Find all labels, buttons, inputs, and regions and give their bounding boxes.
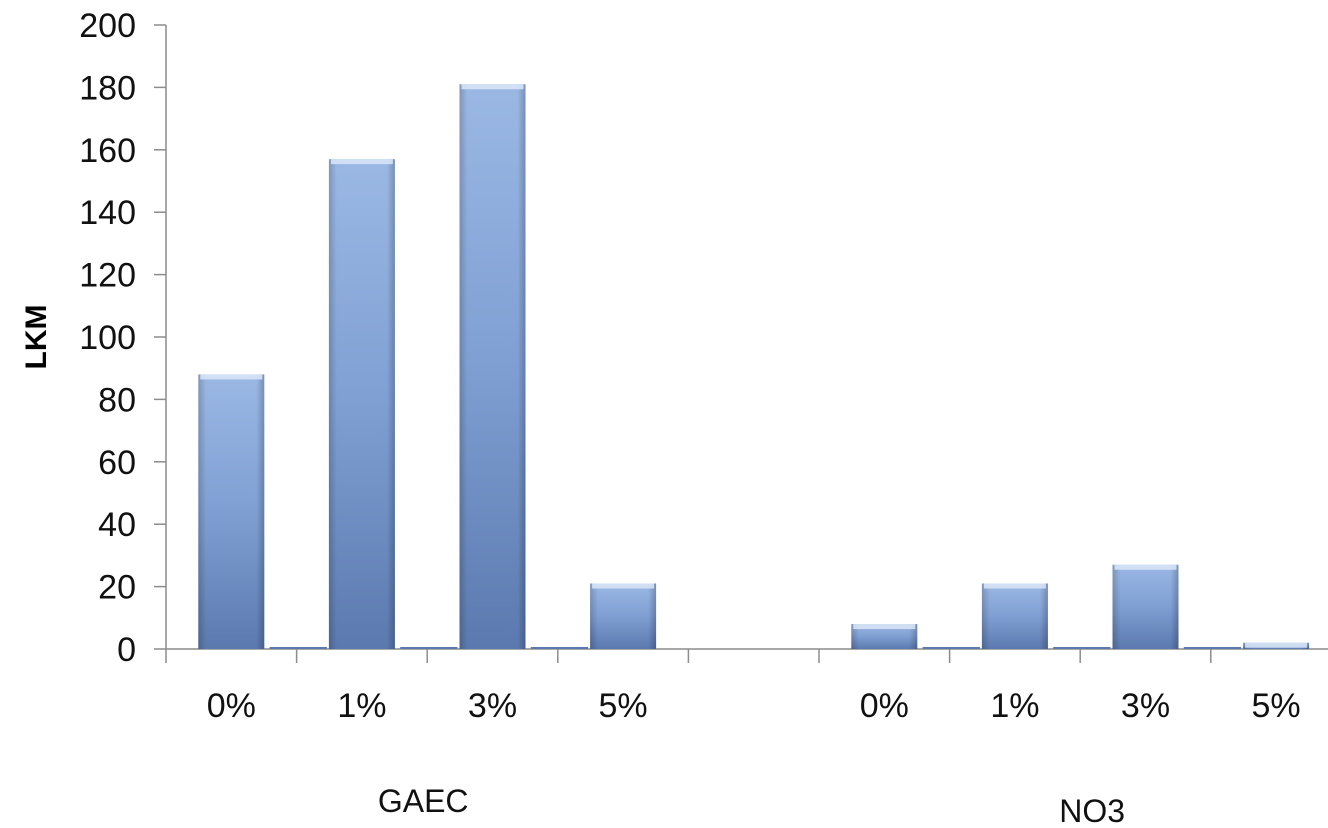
- x-tick-label: 0%: [860, 687, 909, 725]
- bar-highlight: [983, 583, 1046, 589]
- bar: [851, 624, 918, 649]
- bar: [1112, 564, 1179, 649]
- baseline-sliver: [400, 647, 458, 649]
- y-axis-title: LKM: [20, 305, 53, 370]
- bar: [198, 374, 265, 649]
- y-tick-label: 20: [98, 569, 136, 607]
- bar-shade: [459, 84, 526, 649]
- labels: 0% 1% 3% 5% 0% 1% 3% 5% GAEC NO3: [207, 687, 1301, 828]
- x-tick-label: 5%: [1252, 687, 1301, 725]
- x-axis: [165, 648, 1328, 663]
- x-tick-label: 5%: [599, 687, 648, 725]
- bar-highlight: [330, 159, 393, 165]
- bar-highlight: [1245, 642, 1308, 648]
- bar-highlight: [461, 84, 524, 90]
- x-tick-label: 0%: [207, 687, 256, 725]
- x-tick-label: 1%: [337, 687, 386, 725]
- bar: [1243, 642, 1310, 649]
- bar-shade: [328, 159, 395, 649]
- bar: [981, 583, 1048, 649]
- y-tick-label: 120: [79, 257, 136, 295]
- y-tick-label: 0: [117, 631, 136, 669]
- y-tick-label: 100: [79, 319, 136, 357]
- group-label: GAEC: [378, 783, 469, 819]
- bar-highlight: [1114, 564, 1177, 570]
- bar-shade: [198, 374, 265, 649]
- bar-highlight: [200, 374, 263, 380]
- x-tick-label: 3%: [468, 687, 517, 725]
- y-tick-label: 200: [79, 7, 136, 45]
- x-tick-label: 3%: [1121, 687, 1170, 725]
- bar-shade: [1112, 564, 1179, 649]
- baseline-sliver: [530, 647, 589, 649]
- bar-highlight: [853, 624, 916, 630]
- bar: [459, 84, 526, 649]
- bars: [198, 84, 1310, 649]
- baseline-sliver: [269, 647, 327, 649]
- y-axis: 0 20 40 60 80 100 120 140 160 180 200 LKM: [20, 7, 167, 669]
- y-tick-label: 40: [98, 506, 136, 544]
- y-tick-label: 60: [98, 444, 136, 482]
- group-label: NO3: [1059, 793, 1125, 828]
- bar: [590, 583, 657, 649]
- bar-shade: [981, 583, 1048, 649]
- bar-shade: [590, 583, 657, 649]
- y-tick-label: 160: [79, 132, 136, 170]
- y-tick-label: 80: [98, 381, 136, 419]
- bar-highlight: [592, 583, 655, 589]
- bar: [328, 159, 395, 649]
- y-tick-label: 140: [79, 194, 136, 232]
- x-tick-label: 1%: [990, 687, 1039, 725]
- y-tick-label: 180: [79, 69, 136, 107]
- baseline-sliver: [1183, 647, 1242, 649]
- baseline-sliver: [922, 647, 980, 649]
- baseline-sliver: [1053, 647, 1111, 649]
